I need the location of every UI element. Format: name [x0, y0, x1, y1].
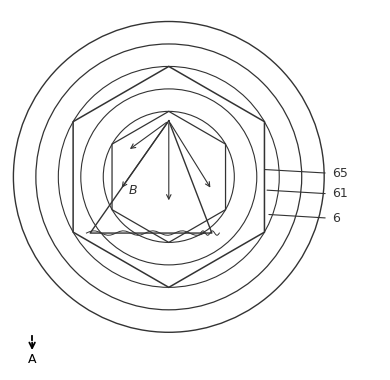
Text: 65: 65	[332, 167, 347, 180]
Text: 6: 6	[332, 212, 340, 225]
Text: A: A	[28, 353, 36, 366]
Text: B: B	[129, 184, 138, 196]
Text: 61: 61	[332, 187, 347, 200]
